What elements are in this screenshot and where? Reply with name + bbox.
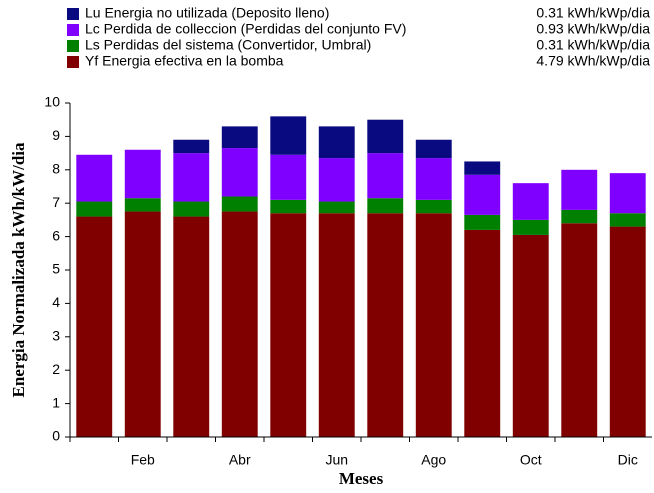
x-tick-label: Feb	[131, 452, 155, 468]
legend-swatch	[67, 56, 79, 68]
bar-segment	[270, 154, 307, 200]
y-tick-label: 8	[52, 161, 60, 177]
bar-segment	[609, 226, 646, 437]
bar-segment	[464, 214, 501, 230]
legend-label: Lc Perdida de colleccion (Perdidas del c…	[85, 21, 406, 37]
bar-segment	[173, 216, 210, 437]
y-tick-label: 10	[44, 94, 60, 110]
bar-segment	[512, 234, 549, 437]
legend-label: Yf Energia efectiva en la bomba	[85, 53, 284, 69]
x-tick-label: Dic	[618, 452, 638, 468]
bar-segment	[173, 201, 210, 217]
y-axis-label: Energia Normalizada kWh/kW/dia	[9, 142, 28, 398]
bar-segment	[76, 154, 113, 202]
bar-segment	[318, 126, 355, 159]
bar-segment	[173, 139, 210, 154]
bar-segment	[124, 149, 161, 199]
bar-segment	[221, 196, 258, 212]
bar-segment	[221, 126, 258, 149]
bar-segment	[609, 213, 646, 227]
bar-segment	[318, 213, 355, 437]
bar-segment	[270, 213, 307, 437]
bar-segment	[221, 148, 258, 197]
bar-segment	[270, 116, 307, 155]
legend-value: 0.93 kWh/kWp/dia	[536, 21, 650, 37]
x-tick-label: Abr	[229, 452, 251, 468]
legend-value: 0.31 kWh/kWp/dia	[536, 5, 650, 21]
bar-segment	[415, 158, 452, 200]
legend-value: 4.79 kWh/kWp/dia	[536, 53, 650, 69]
legend-swatch	[67, 24, 79, 36]
bar-segment	[367, 119, 404, 154]
bar-segment	[367, 153, 404, 199]
bar-segment	[561, 169, 598, 210]
bar-segment	[415, 213, 452, 437]
bar-segment	[464, 174, 501, 215]
bar-segment	[561, 223, 598, 437]
bar-segment	[464, 161, 501, 175]
bar-segment	[609, 173, 646, 214]
x-tick-label: Ago	[421, 452, 446, 468]
legend-value: 0.31 kWh/kWp/dia	[536, 37, 650, 53]
bar-segment	[367, 198, 404, 214]
bar-segment	[173, 153, 210, 202]
y-tick-label: 7	[52, 194, 60, 210]
legend-swatch	[67, 8, 79, 20]
bar-segment	[415, 199, 452, 214]
y-tick-label: 3	[52, 328, 60, 344]
x-tick-label: Oct	[520, 452, 542, 468]
legend-swatch	[67, 40, 79, 52]
y-tick-label: 1	[52, 394, 60, 410]
bar-segment	[415, 139, 452, 159]
y-tick-label: 5	[52, 261, 60, 277]
bar-segment	[512, 183, 549, 220]
bar-segment	[318, 158, 355, 202]
bar-segment	[76, 216, 113, 437]
bar-segment	[561, 209, 598, 224]
bar-segment	[367, 213, 404, 437]
bar-segment	[124, 198, 161, 212]
bar-segment	[124, 211, 161, 437]
bar-segment	[221, 211, 258, 437]
y-tick-label: 0	[52, 428, 60, 444]
x-tick-label: Jun	[325, 452, 348, 468]
bar-segment	[270, 199, 307, 214]
bar-segment	[512, 219, 549, 235]
legend-label: Ls Perdidas del sistema (Convertidor, Um…	[85, 37, 371, 53]
x-axis-label: Meses	[339, 469, 384, 488]
bar-segment	[76, 201, 113, 217]
y-tick-label: 6	[52, 227, 60, 243]
legend-label: Lu Energia no utilizada (Deposito lleno)	[85, 5, 329, 21]
bar-segment	[464, 229, 501, 437]
bar-segment	[318, 201, 355, 214]
y-tick-label: 4	[52, 294, 60, 310]
y-tick-label: 9	[52, 127, 60, 143]
y-tick-label: 2	[52, 361, 60, 377]
